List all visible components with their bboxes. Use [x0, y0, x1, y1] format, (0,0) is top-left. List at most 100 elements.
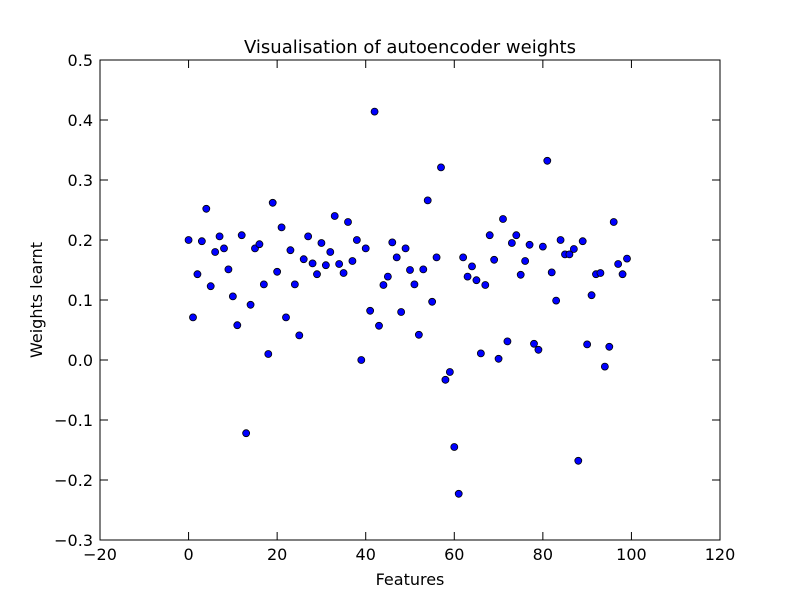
data-point: [202, 204, 211, 213]
data-point: [330, 212, 339, 220]
data-point: [521, 257, 530, 265]
data-point: [295, 331, 304, 340]
data-point: [242, 429, 251, 438]
data-point: [335, 260, 344, 268]
data-point: [441, 375, 450, 384]
y-tick-label: 0.3: [68, 171, 93, 190]
data-point: [423, 196, 432, 205]
data-point: [428, 297, 437, 306]
data-point: [534, 345, 543, 354]
data-point: [197, 237, 206, 246]
data-point: [370, 107, 379, 116]
data-point: [406, 266, 414, 274]
data-point: [233, 321, 242, 330]
data-point: [193, 270, 202, 279]
data-point: [530, 339, 538, 348]
data-points: [184, 107, 631, 498]
y-tick-label: 0.4: [68, 111, 93, 130]
data-point: [490, 255, 499, 264]
y-tick-label: 0.0: [68, 351, 93, 370]
data-point: [282, 313, 290, 322]
x-axis-label: Features: [376, 570, 445, 589]
data-point: [485, 231, 494, 240]
data-point: [299, 255, 308, 264]
data-point: [215, 232, 224, 241]
data-point: [472, 276, 481, 285]
data-point: [578, 237, 587, 246]
data-point: [264, 350, 273, 358]
data-point: [445, 368, 454, 376]
x-tick-label: 0: [183, 545, 193, 564]
x-tick-label: 100: [616, 545, 647, 564]
data-point: [574, 456, 583, 465]
data-point: [512, 231, 521, 240]
data-point: [401, 244, 410, 253]
data-point: [410, 280, 419, 289]
data-point: [450, 443, 459, 451]
data-point: [224, 265, 233, 274]
data-point: [277, 223, 286, 232]
data-point: [499, 215, 507, 223]
data-point: [344, 218, 352, 226]
x-tick-label: 80: [533, 545, 553, 564]
data-point: [543, 156, 552, 165]
data-point: [348, 257, 357, 265]
x-tick-label: −20: [83, 545, 117, 564]
data-point: [273, 267, 282, 276]
data-point: [525, 240, 534, 249]
data-point: [454, 489, 463, 498]
data-point: [189, 313, 197, 322]
data-point: [618, 270, 627, 279]
data-point: [317, 239, 326, 247]
data-point: [375, 321, 383, 330]
data-point: [468, 262, 476, 271]
data-point: [432, 253, 441, 262]
data-point: [623, 254, 631, 263]
data-point: [237, 231, 246, 240]
y-tick-label: −0.1: [54, 411, 93, 430]
data-point: [290, 280, 299, 289]
y-tick-label: −0.2: [54, 471, 93, 490]
data-point: [313, 270, 321, 279]
data-point: [459, 253, 468, 262]
data-point: [211, 248, 220, 256]
data-point: [286, 246, 295, 255]
x-tick-label: 20: [267, 545, 287, 564]
data-point: [339, 269, 348, 277]
y-tick-label: −0.3: [54, 531, 93, 550]
data-point: [361, 244, 370, 253]
x-tick-label: 120: [705, 545, 736, 564]
data-point: [569, 245, 578, 253]
data-point: [259, 280, 268, 289]
data-point: [596, 269, 605, 277]
data-point: [552, 296, 561, 305]
y-tick-label: 0.2: [68, 231, 93, 250]
data-point: [609, 218, 618, 226]
data-point: [437, 163, 445, 172]
y-axis-label: Weights learnt: [27, 242, 46, 358]
data-point: [304, 232, 313, 241]
data-point: [366, 306, 375, 315]
data-point: [538, 242, 547, 251]
data-point: [268, 198, 277, 207]
data-point: [516, 270, 525, 279]
data-point: [605, 342, 614, 351]
data-point: [587, 291, 596, 300]
y-tick-label: 0.5: [68, 51, 93, 70]
data-point: [397, 308, 406, 316]
data-point: [414, 330, 423, 339]
data-point: [357, 356, 366, 364]
data-point: [614, 260, 623, 268]
data-point: [184, 236, 193, 244]
x-tick-label: 60: [444, 545, 464, 564]
data-point: [503, 337, 512, 346]
data-point: [246, 300, 255, 309]
data-point: [352, 236, 361, 244]
data-point: [392, 253, 401, 262]
data-point: [481, 281, 490, 289]
data-point: [600, 362, 609, 371]
data-point: [507, 239, 516, 247]
data-point: [388, 238, 397, 247]
